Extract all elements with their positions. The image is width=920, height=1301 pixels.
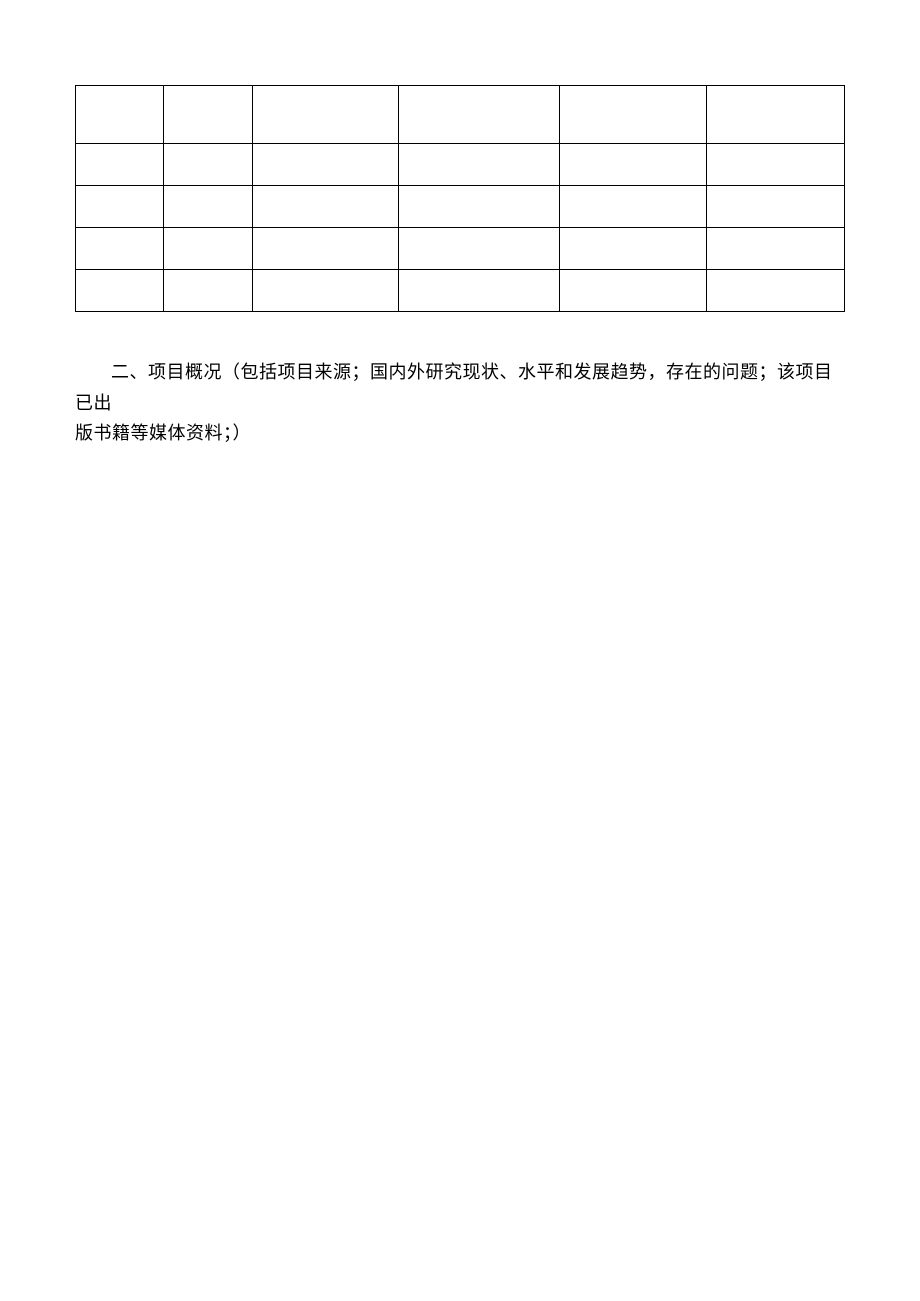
table-cell — [76, 228, 164, 270]
table-cell — [398, 144, 559, 186]
table-cell — [76, 270, 164, 312]
table-cell — [76, 144, 164, 186]
table-cell — [164, 228, 252, 270]
table-cell — [164, 86, 252, 144]
table-cell — [164, 144, 252, 186]
table-cell — [560, 144, 706, 186]
data-table — [75, 85, 845, 312]
table-cell — [398, 228, 559, 270]
table-row — [76, 186, 845, 228]
table-cell — [252, 144, 398, 186]
section-heading-line1: 二、项目概况（包括项目来源；国内外研究现状、水平和发展趋势，存在的问题；该项目已… — [75, 357, 845, 418]
table-cell — [76, 186, 164, 228]
empty-table — [75, 85, 845, 312]
table-cell — [164, 186, 252, 228]
table-cell — [560, 86, 706, 144]
table-cell — [560, 228, 706, 270]
table-cell — [560, 186, 706, 228]
table-cell — [398, 186, 559, 228]
table-cell — [706, 86, 844, 144]
table-cell — [252, 270, 398, 312]
table-cell — [706, 144, 844, 186]
table-cell — [252, 228, 398, 270]
table-cell — [252, 86, 398, 144]
table-row — [76, 270, 845, 312]
table-cell — [398, 270, 559, 312]
table-cell — [164, 270, 252, 312]
table-row — [76, 86, 845, 144]
table-row — [76, 228, 845, 270]
table-cell — [560, 270, 706, 312]
table-row — [76, 144, 845, 186]
table-cell — [706, 270, 844, 312]
section-heading-line2: 版书籍等媒体资料；） — [75, 418, 845, 449]
table-cell — [252, 186, 398, 228]
table-cell — [706, 228, 844, 270]
table-cell — [398, 86, 559, 144]
table-cell — [706, 186, 844, 228]
table-cell — [76, 86, 164, 144]
